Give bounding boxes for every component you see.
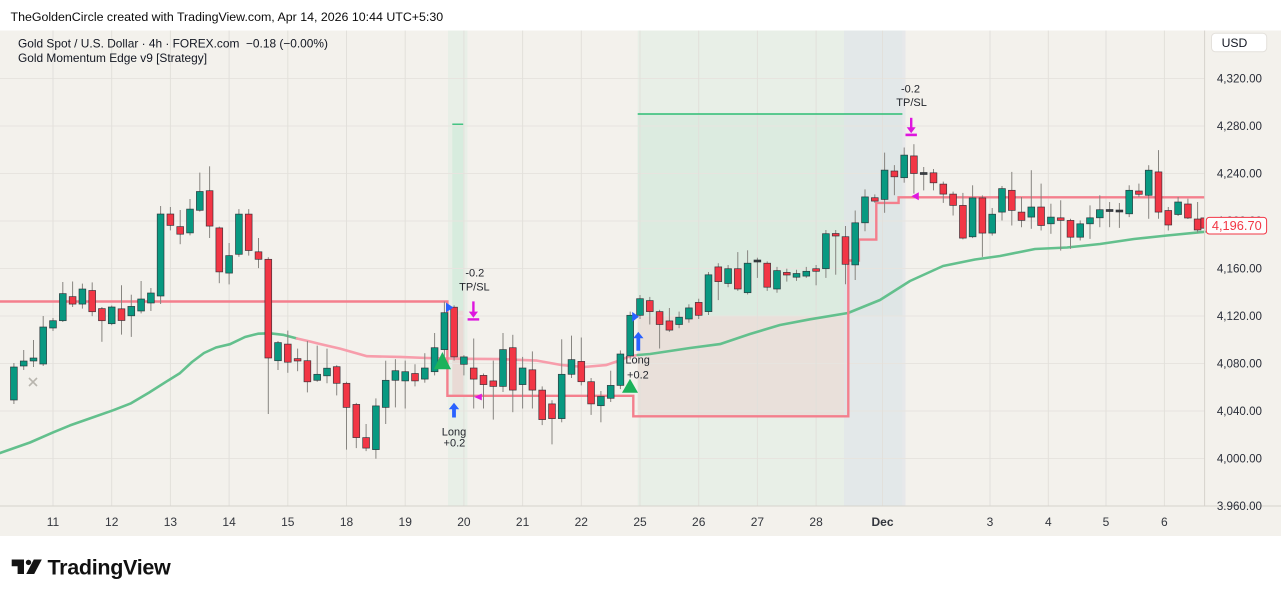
svg-text:TP/SL: TP/SL xyxy=(459,282,490,294)
svg-text:+0.2: +0.2 xyxy=(444,438,466,450)
svg-text:18: 18 xyxy=(340,515,354,529)
svg-text:4: 4 xyxy=(1045,515,1052,529)
svg-text:4,160.00: 4,160.00 xyxy=(1217,263,1262,276)
svg-text:15: 15 xyxy=(281,515,295,529)
svg-text:19: 19 xyxy=(399,515,413,529)
svg-text:4,000.00: 4,000.00 xyxy=(1217,453,1262,466)
svg-text:3: 3 xyxy=(987,515,994,529)
svg-text:27: 27 xyxy=(751,515,765,529)
svg-text:11: 11 xyxy=(47,515,60,529)
svg-text:Gold Momentum Edge v9 [Strateg: Gold Momentum Edge v9 [Strategy] xyxy=(18,51,207,65)
svg-text:Dec: Dec xyxy=(871,515,893,529)
svg-text:TheGoldenCircle created with T: TheGoldenCircle created with TradingView… xyxy=(11,10,444,24)
svg-text:28: 28 xyxy=(809,515,823,529)
svg-text:-0.2: -0.2 xyxy=(901,84,920,96)
svg-text:22: 22 xyxy=(575,515,589,529)
svg-text:4,240.00: 4,240.00 xyxy=(1217,168,1262,181)
svg-text:14: 14 xyxy=(222,515,236,529)
svg-text:13: 13 xyxy=(164,515,178,529)
svg-text:-0.2: -0.2 xyxy=(465,267,484,279)
svg-text:Gold Spot / U.S. Dollar · 4h ·: Gold Spot / U.S. Dollar · 4h · FOREX.com… xyxy=(18,36,328,50)
svg-text:20: 20 xyxy=(457,515,471,529)
svg-text:4,120.00: 4,120.00 xyxy=(1217,310,1262,323)
svg-text:4,040.00: 4,040.00 xyxy=(1217,405,1262,418)
svg-text:TradingView: TradingView xyxy=(48,556,172,580)
svg-text:4,280.00: 4,280.00 xyxy=(1217,120,1262,133)
svg-text:TP/SL: TP/SL xyxy=(896,97,927,109)
svg-text:Long: Long xyxy=(442,426,466,438)
svg-text:5: 5 xyxy=(1103,515,1110,529)
svg-text:21: 21 xyxy=(516,515,530,529)
svg-text:+0.2: +0.2 xyxy=(627,369,649,381)
svg-text:6: 6 xyxy=(1161,515,1168,529)
svg-text:4,080.00: 4,080.00 xyxy=(1217,358,1262,371)
svg-text:4,196.70: 4,196.70 xyxy=(1212,218,1262,233)
svg-text:3.960.00: 3.960.00 xyxy=(1217,500,1262,513)
svg-text:4,320.00: 4,320.00 xyxy=(1217,73,1262,86)
svg-text:25: 25 xyxy=(633,515,647,529)
svg-text:12: 12 xyxy=(105,515,119,529)
svg-text:USD: USD xyxy=(1222,36,1248,50)
svg-text:26: 26 xyxy=(692,515,706,529)
svg-text:Long: Long xyxy=(625,355,649,367)
